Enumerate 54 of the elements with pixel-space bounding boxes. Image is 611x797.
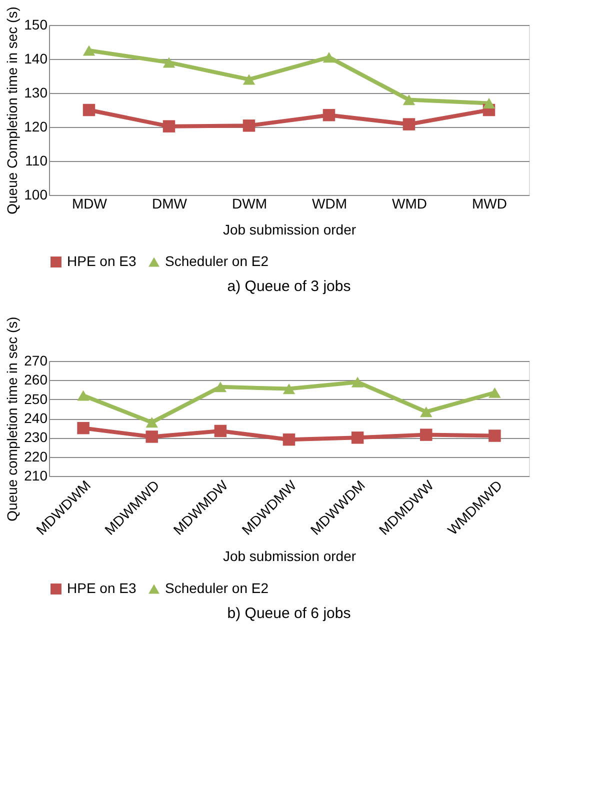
point bbox=[488, 430, 501, 442]
x-tick-label: WMD bbox=[392, 196, 427, 212]
point bbox=[82, 104, 96, 116]
point bbox=[482, 98, 496, 109]
legend-label: HPE on E3 bbox=[67, 253, 136, 269]
x-tick-label: MWD bbox=[472, 196, 507, 212]
x-tick-label: DMW bbox=[152, 196, 188, 212]
point bbox=[420, 428, 432, 441]
point bbox=[322, 52, 336, 63]
y-tick-label: 130 bbox=[24, 84, 48, 100]
point bbox=[402, 118, 416, 130]
y-tick-label: 270 bbox=[24, 352, 48, 368]
point bbox=[282, 383, 296, 394]
x-axis-title: Job submission order bbox=[222, 222, 356, 238]
point bbox=[146, 417, 158, 428]
point bbox=[77, 390, 90, 401]
point bbox=[162, 120, 176, 132]
point bbox=[351, 432, 364, 444]
y-tick-label: 110 bbox=[25, 152, 48, 168]
text: a) Queue of 3 jobs bbox=[227, 278, 351, 295]
point bbox=[488, 387, 501, 398]
x-axis-title: Job submission order bbox=[222, 548, 356, 564]
point bbox=[214, 424, 227, 438]
legend-label: Scheduler on E2 bbox=[165, 253, 269, 269]
point bbox=[82, 45, 96, 56]
y-axis-title: Queue Completion time in sec (s) bbox=[4, 6, 20, 214]
point bbox=[351, 376, 364, 388]
text: b) Queue of 6 jobs bbox=[227, 605, 351, 622]
y-tick-label: 140 bbox=[24, 50, 48, 66]
x-tick-label: WDM bbox=[312, 196, 347, 212]
y-tick-label: 220 bbox=[24, 448, 48, 464]
y-tick-label: 250 bbox=[24, 390, 48, 407]
point bbox=[214, 382, 227, 392]
point bbox=[77, 422, 90, 434]
point bbox=[322, 108, 336, 122]
y-tick-label: 210 bbox=[24, 468, 48, 484]
point bbox=[402, 94, 416, 106]
y-tick-label: 240 bbox=[24, 410, 48, 426]
point bbox=[420, 406, 432, 418]
y-tick-label: 260 bbox=[24, 372, 48, 388]
y-tick-label: 150 bbox=[24, 16, 48, 32]
x-tick-label: MDW bbox=[72, 196, 108, 212]
point bbox=[162, 57, 176, 68]
point bbox=[242, 74, 256, 85]
point bbox=[242, 120, 256, 132]
y-tick-label: 120 bbox=[24, 118, 48, 134]
y-axis-title: Queue completion time in sec (s) bbox=[4, 316, 20, 522]
legend-label: Scheduler on E2 bbox=[165, 580, 269, 596]
point bbox=[282, 433, 296, 446]
x-tick-label: DWM bbox=[232, 196, 267, 212]
point bbox=[146, 430, 158, 443]
legend-label: HPE on E3 bbox=[67, 580, 136, 596]
y-tick-label: 100 bbox=[24, 186, 48, 202]
y-tick-label: 230 bbox=[24, 429, 48, 446]
